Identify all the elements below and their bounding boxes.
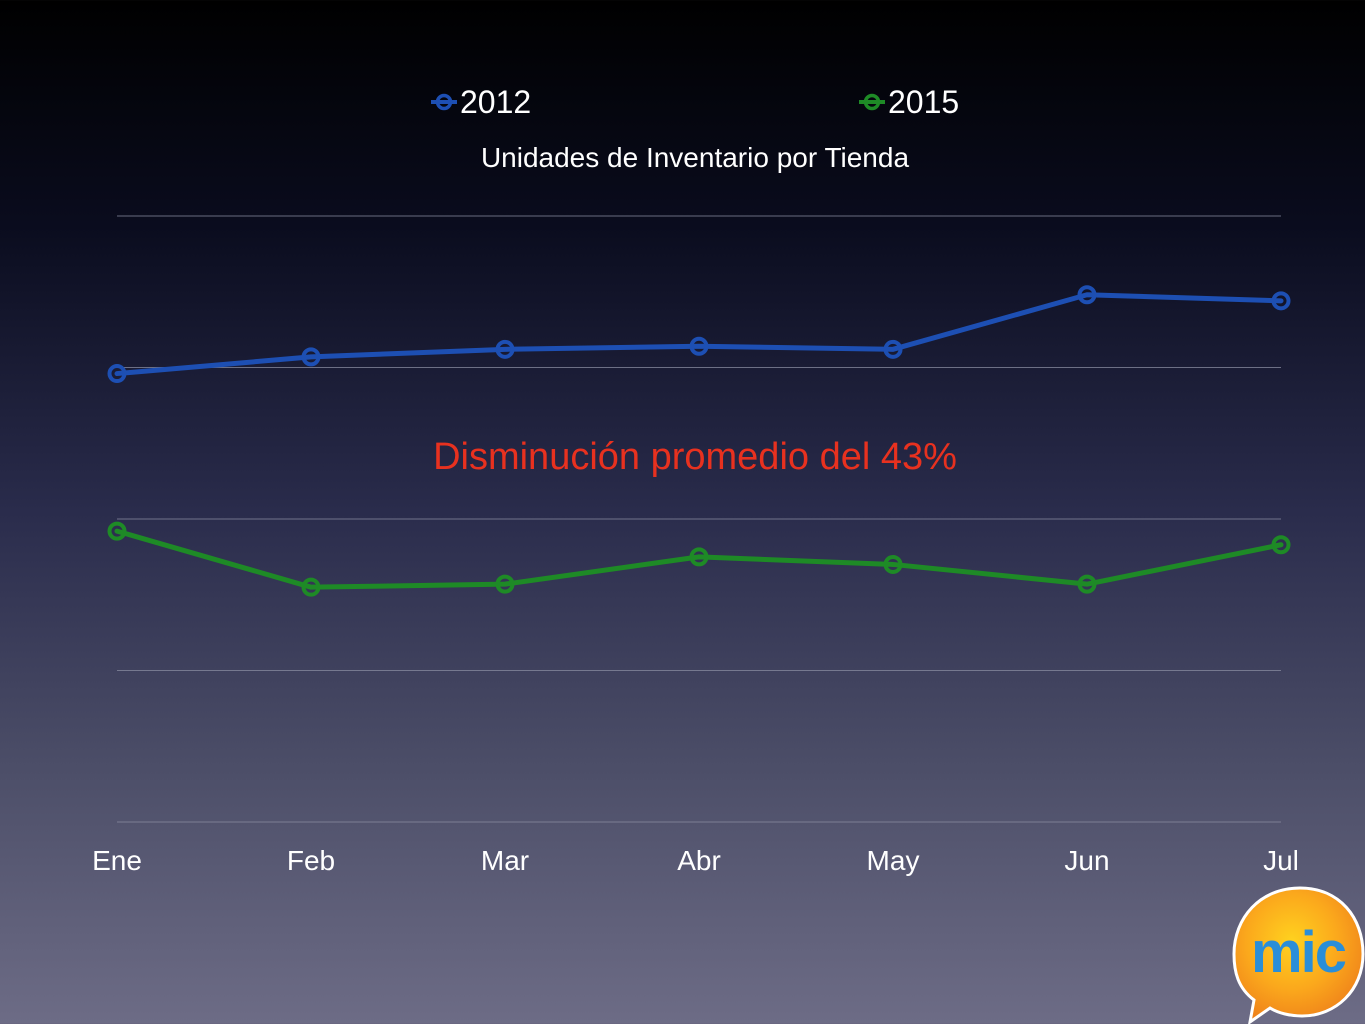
x-tick-label-jul: Jul: [1263, 845, 1299, 876]
data-point-2015-feb: [301, 577, 321, 597]
data-point-2012-ene: [107, 364, 127, 384]
legend-swatch-2015: [859, 93, 885, 111]
data-point-2012-abr: [689, 336, 709, 356]
series-line-2012: [114, 292, 1284, 377]
series-line-2015: [114, 528, 1284, 590]
data-point-2015-mar: [495, 574, 515, 594]
data-point-2015-jul: [1271, 535, 1291, 555]
data-point-2012-jul: [1271, 291, 1291, 311]
chart-legend: 2012 2015: [0, 80, 1365, 124]
x-tick-label-feb: Feb: [287, 845, 335, 876]
data-point-2015-abr: [689, 547, 709, 567]
mic-logo: mic: [1232, 886, 1365, 1024]
data-point-2012-jun: [1077, 285, 1097, 305]
data-point-2012-may: [883, 339, 903, 359]
data-point-2015-ene: [107, 521, 127, 541]
chart-title: Unidades de Inventario por Tienda: [480, 142, 910, 173]
legend-swatch-2012: [431, 93, 457, 111]
legend-item-2012: 2012: [430, 80, 531, 124]
logo-text: mic: [1251, 920, 1346, 985]
x-tick-label-abr: Abr: [677, 845, 721, 876]
x-tick-label-ene: Ene: [92, 845, 142, 876]
x-tick-label-mar: Mar: [481, 845, 529, 876]
legend-item-2015: 2015: [858, 80, 959, 124]
legend-label-2015: 2015: [888, 83, 960, 120]
data-point-2015-may: [883, 554, 903, 574]
data-point-2012-mar: [495, 339, 515, 359]
legend-label-2012: 2012: [460, 83, 532, 120]
data-point-2015-jun: [1077, 574, 1097, 594]
chart-annotation: Disminución promedio del 43%: [433, 436, 957, 478]
x-tick-label-may: May: [867, 845, 920, 876]
x-tick-label-jun: Jun: [1064, 845, 1109, 876]
data-point-2012-feb: [301, 347, 321, 367]
